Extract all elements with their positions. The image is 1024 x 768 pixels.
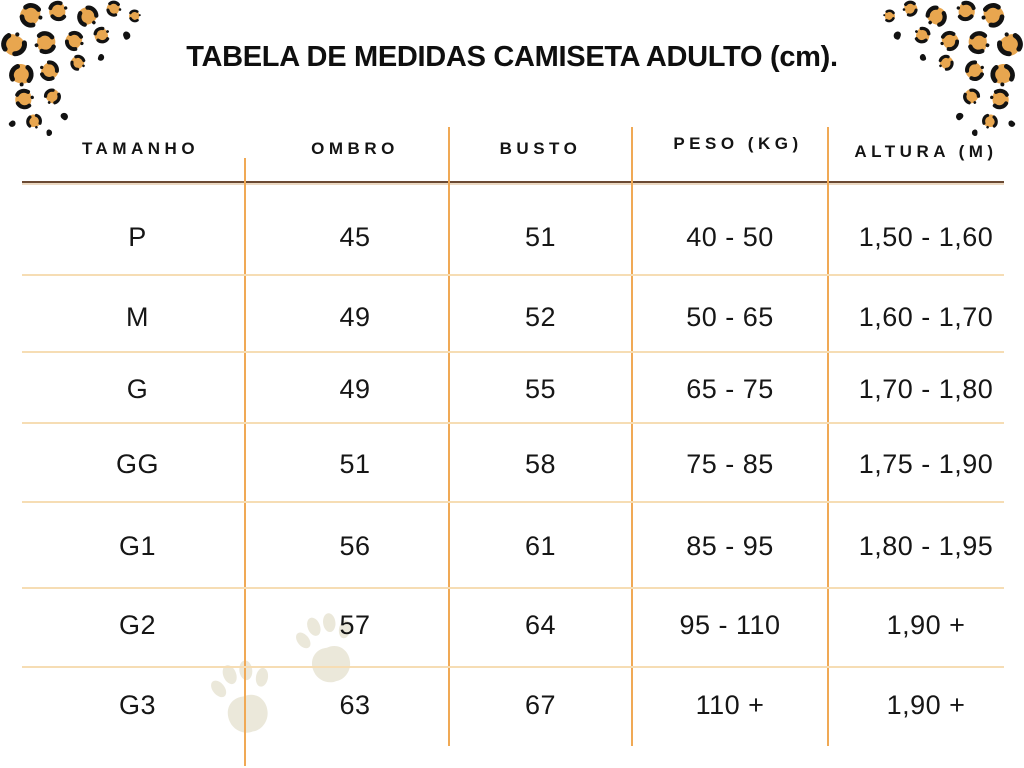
cell-busto: 51 (524, 221, 557, 252)
cell-peso: 65 - 75 (686, 374, 774, 404)
column-divider (448, 127, 450, 746)
cell-tamanho: G1 (118, 530, 157, 561)
cell-peso: 110 + (695, 690, 765, 720)
cell-busto: 67 (524, 690, 557, 720)
cell-tamanho: P (128, 221, 147, 252)
cell-tamanho: G3 (118, 690, 157, 720)
cell-ombro: 49 (339, 374, 371, 404)
header-altura: ALTURA (M) (854, 142, 998, 161)
header-ombro: OMBRO (311, 139, 399, 158)
row-divider (22, 351, 1004, 353)
row-divider (22, 501, 1004, 503)
cell-busto: 55 (524, 374, 557, 404)
cell-altura: 1,90 + (886, 610, 966, 640)
cell-altura: 1,70 - 1,80 (858, 374, 994, 404)
cell-peso: 40 - 50 (686, 221, 774, 252)
header-rule-shadow (22, 183, 1004, 185)
column-divider (631, 127, 633, 746)
cell-busto: 52 (524, 302, 557, 332)
cell-busto: 58 (524, 449, 557, 479)
column-divider (827, 127, 829, 746)
header-tamanho: TAMANHO (81, 139, 200, 158)
cell-tamanho: G (126, 374, 149, 404)
cell-peso: 75 - 85 (686, 449, 774, 479)
cell-ombro: 51 (339, 449, 371, 479)
cell-altura: 1,50 - 1,60 (858, 221, 994, 252)
header-busto: BUSTO (499, 139, 582, 158)
cell-peso: 50 - 65 (686, 302, 774, 332)
cell-busto: 64 (524, 610, 557, 640)
row-divider (22, 422, 1004, 424)
cell-tamanho: G2 (118, 610, 157, 640)
header-rule (22, 181, 1004, 183)
cell-tamanho: GG (115, 449, 159, 479)
cell-ombro: 49 (339, 302, 371, 332)
row-divider (22, 666, 1004, 668)
page-title: TABELA DE MEDIDAS CAMISETA ADULTO (cm). (186, 41, 838, 73)
cell-peso: 95 - 110 (679, 610, 781, 640)
cell-busto: 61 (524, 530, 557, 561)
cell-ombro: 45 (339, 221, 371, 252)
cell-peso: 85 - 95 (686, 530, 774, 561)
cell-altura: 1,60 - 1,70 (858, 302, 994, 332)
cell-altura: 1,90 + (886, 690, 966, 720)
cell-altura: 1,80 - 1,95 (858, 530, 994, 561)
cell-altura: 1,75 - 1,90 (858, 449, 994, 479)
header-peso: PESO (KG) (673, 134, 803, 153)
cell-ombro: 57 (339, 610, 371, 640)
column-divider (244, 158, 246, 766)
cell-tamanho: M (126, 302, 149, 332)
cell-ombro: 63 (339, 690, 371, 720)
row-divider (22, 274, 1004, 276)
row-divider (22, 587, 1004, 589)
cell-ombro: 56 (339, 530, 371, 561)
size-table: TAMANHO OMBRO BUSTO PESO (KG) ALTURA (M)… (0, 115, 1024, 768)
